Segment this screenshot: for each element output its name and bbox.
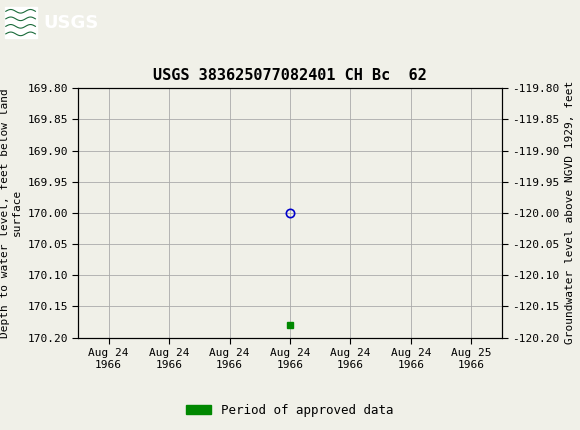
FancyBboxPatch shape [5, 7, 37, 38]
Title: USGS 383625077082401 CH Bc  62: USGS 383625077082401 CH Bc 62 [153, 68, 427, 83]
Y-axis label: Depth to water level, feet below land
surface: Depth to water level, feet below land su… [0, 88, 22, 338]
Text: USGS: USGS [44, 14, 99, 31]
Legend: Period of approved data: Period of approved data [181, 399, 399, 421]
Y-axis label: Groundwater level above NGVD 1929, feet: Groundwater level above NGVD 1929, feet [565, 81, 575, 344]
